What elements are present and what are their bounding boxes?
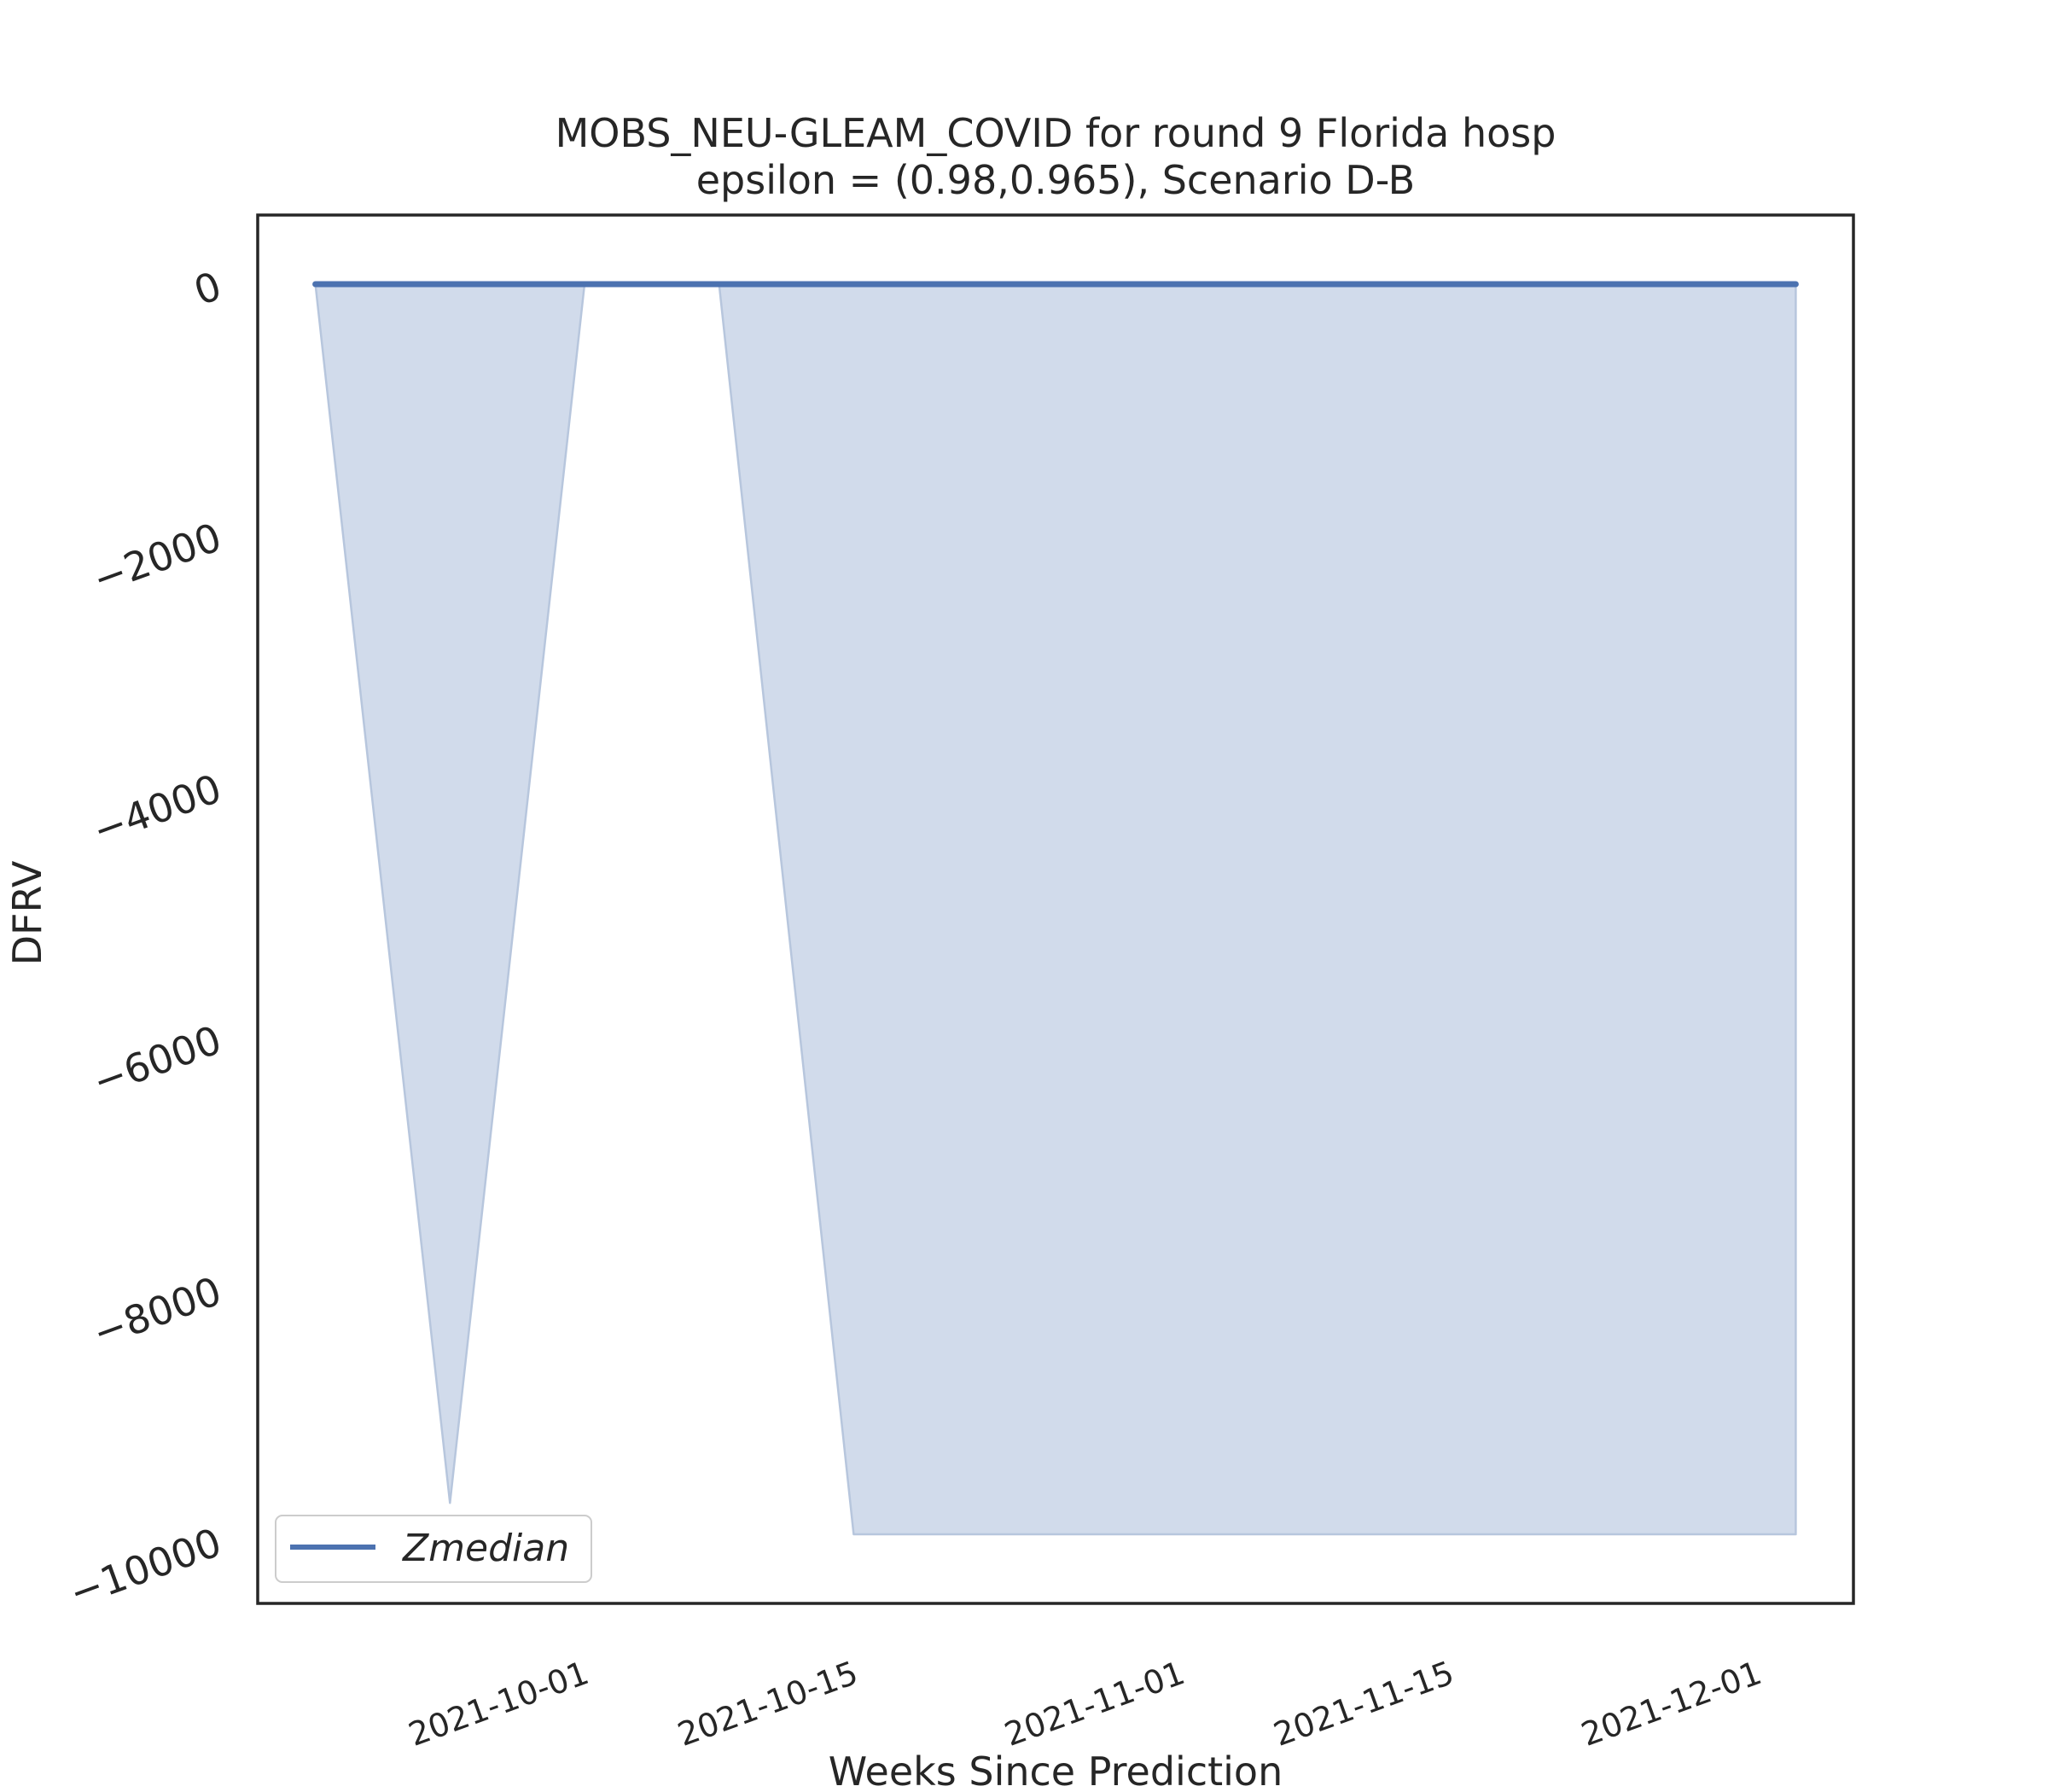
x-axis-ticks: 2021-10-01 2021-10-15 2021-11-01 2021-11-15… xyxy=(404,1654,1766,1754)
y-tick-label: 0 xyxy=(188,263,227,315)
legend-box xyxy=(275,1515,592,1583)
y-axis-label: DFRV xyxy=(4,860,50,965)
x-tick-label: 2021-11-01 xyxy=(999,1654,1190,1754)
x-tick-label: 2021-10-01 xyxy=(404,1654,594,1754)
y-tick-label: −8000 xyxy=(87,1268,228,1357)
legend: Zmedian xyxy=(275,1515,592,1583)
chart-title-line2: epsilon = (0.98,0.965), Scenario D-B xyxy=(696,157,1416,203)
x-tick-label: 2021-11-15 xyxy=(1269,1654,1459,1754)
x-tick-label: 2021-12-01 xyxy=(1576,1654,1766,1754)
legend-label-zmedian: Zmedian xyxy=(402,1527,569,1570)
y-tick-label: −10000 xyxy=(63,1519,227,1616)
y-axis-ticks: 0 −2000 −4000 −6000 −8000 −10000 xyxy=(63,263,227,1616)
y-tick-label: −6000 xyxy=(87,1016,228,1105)
chart-title-line1: MOBS_NEU-GLEAM_COVID for round 9 Florida… xyxy=(556,110,1556,156)
y-tick-label: −4000 xyxy=(87,765,228,854)
confidence-band xyxy=(314,282,1797,1536)
axes-frame xyxy=(256,213,1855,1605)
x-tick-label: 2021-10-15 xyxy=(672,1654,863,1754)
y-tick-label: −2000 xyxy=(87,514,228,602)
x-axis-label: Weeks Since Prediction xyxy=(829,1748,1283,1792)
plot-area xyxy=(312,281,1799,1536)
